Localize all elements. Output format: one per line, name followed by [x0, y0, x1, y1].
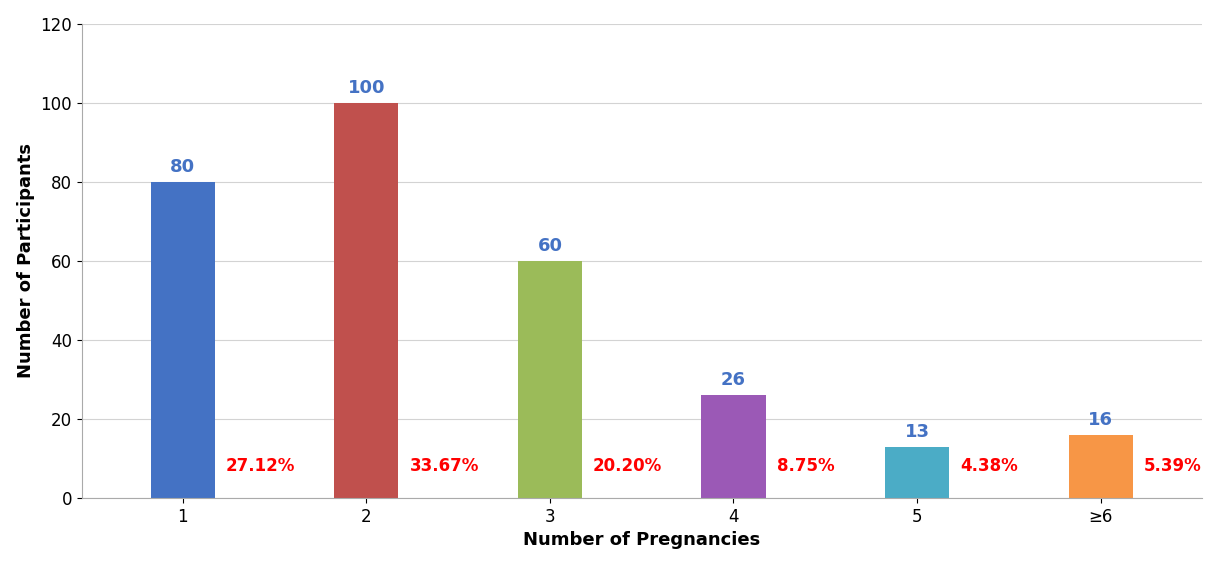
Text: 80: 80 — [171, 158, 195, 176]
Text: 5.39%: 5.39% — [1144, 457, 1201, 475]
Text: 8.75%: 8.75% — [777, 457, 834, 475]
Text: 20.20%: 20.20% — [593, 457, 663, 475]
Bar — [151, 182, 215, 498]
Text: 13: 13 — [904, 423, 930, 441]
Text: 60: 60 — [537, 237, 562, 255]
Text: 100: 100 — [347, 79, 385, 97]
Text: 4.38%: 4.38% — [961, 457, 1018, 475]
Bar — [518, 261, 582, 498]
Text: 33.67%: 33.67% — [410, 457, 479, 475]
Bar — [885, 447, 950, 498]
Y-axis label: Number of Participants: Number of Participants — [17, 143, 34, 378]
Text: 27.12%: 27.12% — [226, 457, 296, 475]
Bar — [334, 103, 399, 498]
Bar — [1069, 435, 1133, 498]
Text: 16: 16 — [1088, 411, 1113, 429]
Text: 26: 26 — [721, 371, 746, 389]
Bar — [702, 395, 766, 498]
X-axis label: Number of Pregnancies: Number of Pregnancies — [523, 531, 761, 550]
